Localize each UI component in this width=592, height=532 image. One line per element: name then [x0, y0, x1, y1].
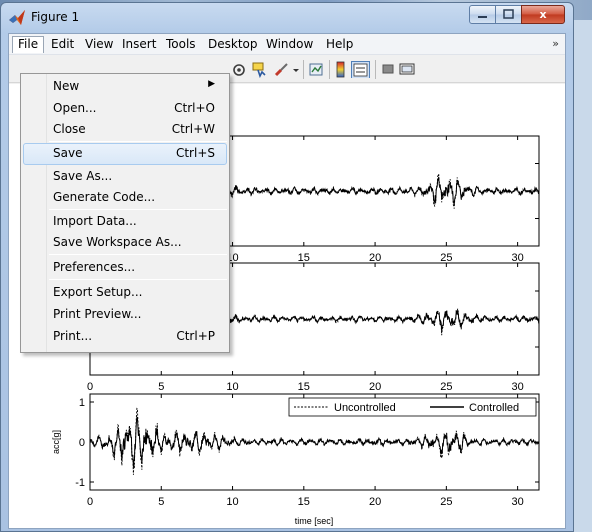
- x-axis-label: time [sec]: [295, 516, 334, 526]
- x-tick-label: 25: [440, 381, 452, 393]
- x-tick-label: 10: [226, 496, 238, 508]
- axes-3-series-controlled-line: [89, 416, 540, 468]
- x-tick-label: 20: [369, 252, 381, 264]
- show-plot-tools-icon[interactable]: [399, 61, 415, 78]
- maximize-icon: [503, 9, 514, 19]
- figure-client-area: File Edit View Insert Tools Desktop Wind…: [8, 33, 566, 529]
- menu-help[interactable]: Help: [326, 37, 354, 51]
- close-icon: x: [539, 8, 547, 21]
- minimize-button[interactable]: [469, 5, 496, 24]
- x-tick-label: 20: [369, 381, 381, 393]
- menu-item-print-preview[interactable]: Print Preview...: [23, 304, 227, 326]
- menu-item-close[interactable]: Close Ctrl+W: [23, 119, 227, 141]
- x-tick-label: 30: [511, 496, 523, 508]
- x-tick-label: 0: [87, 496, 93, 508]
- menu-item-save[interactable]: Save Ctrl+S: [23, 143, 227, 165]
- y-tick-label: 1: [79, 397, 85, 409]
- menu-overflow-chevron-icon[interactable]: »: [552, 37, 559, 50]
- menu-item-label: Export Setup...: [53, 285, 143, 299]
- menu-item-label: Save As...: [53, 169, 113, 183]
- menu-separator: [49, 279, 227, 280]
- menu-window[interactable]: Window: [266, 37, 314, 51]
- menu-item-label: Generate Code...: [53, 190, 156, 204]
- axes-3[interactable]: 0 5 10 15 20 25 30-101 time [sec] acc[g] Uncon…: [51, 393, 540, 526]
- menu-item-save-workspace-as[interactable]: Save Workspace As...: [23, 232, 227, 254]
- x-tick-label: 15: [298, 381, 310, 393]
- minimize-icon: [478, 16, 487, 18]
- menu-view[interactable]: View: [85, 37, 114, 51]
- toolbar-separator: [375, 60, 376, 79]
- x-tick-label: 25: [440, 496, 452, 508]
- menu-separator: [49, 141, 227, 142]
- submenu-arrow-icon: ▶: [208, 79, 215, 89]
- menu-separator: [49, 209, 227, 210]
- link-plot-icon[interactable]: [308, 61, 325, 78]
- menu-item-import-data[interactable]: Import Data...: [23, 211, 227, 233]
- x-tick-label: 15: [298, 252, 310, 264]
- colorbar-icon[interactable]: [334, 61, 348, 78]
- menu-item-label: Import Data...: [53, 214, 137, 228]
- menu-file[interactable]: File: [12, 36, 45, 53]
- menu-icon-gutter: [21, 74, 47, 352]
- menu-item-new[interactable]: New ▶: [23, 76, 227, 98]
- toolbar-separator: [329, 60, 330, 79]
- y-axis-label: acc[g]: [51, 430, 61, 454]
- x-tick-label: 30: [511, 381, 523, 393]
- menu-desktop[interactable]: Desktop: [208, 37, 258, 51]
- y-tick-label: 0: [79, 437, 85, 449]
- hide-plot-tools-icon[interactable]: [381, 61, 395, 78]
- matlab-logo-icon: [9, 10, 25, 25]
- menu-bar: File Edit View Insert Tools Desktop Wind…: [9, 34, 565, 55]
- menu-item-label: Preferences...: [53, 260, 136, 274]
- x-tick-label: 10: [226, 381, 238, 393]
- brush-dropdown-icon[interactable]: [292, 61, 300, 78]
- x-tick-label: 20: [369, 496, 381, 508]
- menu-item-label: Open...: [53, 101, 97, 115]
- menu-insert[interactable]: Insert: [122, 37, 157, 51]
- y-tick-label: -1: [75, 477, 85, 489]
- menu-separator: [49, 254, 227, 255]
- window-title: Figure 1: [31, 10, 80, 24]
- x-tick-label: 30: [511, 252, 523, 264]
- legend-uncontrolled-label: Uncontrolled: [334, 402, 396, 414]
- menu-item-label: Print Preview...: [53, 307, 142, 321]
- legend-icon[interactable]: [351, 61, 370, 78]
- menu-item-label: Close: [53, 122, 86, 136]
- data-cursor-icon[interactable]: [251, 61, 269, 78]
- title-bar[interactable]: Figure 1 x: [1, 3, 573, 33]
- brush-icon[interactable]: [273, 61, 291, 78]
- menu-item-label: Save Workspace As...: [53, 235, 182, 249]
- menu-item-print[interactable]: Print... Ctrl+P: [23, 326, 227, 348]
- legend[interactable]: Uncontrolled Controlled: [288, 397, 537, 417]
- menu-item-shortcut: Ctrl+P: [176, 329, 215, 343]
- menu-item-shortcut: Ctrl+O: [174, 101, 215, 115]
- menu-item-label: Save: [53, 146, 83, 160]
- x-tick-label: 5: [158, 496, 164, 508]
- toolbar-separator: [303, 60, 304, 79]
- menu-item-preferences[interactable]: Preferences...: [23, 257, 227, 279]
- menu-item-shortcut: Ctrl+W: [171, 122, 215, 136]
- legend-controlled-label: Controlled: [469, 402, 519, 414]
- x-tick-label: 25: [440, 252, 452, 264]
- file-menu-dropdown: New ▶ Open... Ctrl+O Close Ctrl+W Save C…: [20, 73, 230, 353]
- menu-edit[interactable]: Edit: [51, 37, 75, 51]
- x-tick-label: 5: [158, 381, 164, 393]
- menu-item-label: New: [53, 79, 80, 93]
- menu-item-generate-code[interactable]: Generate Code...: [23, 187, 227, 209]
- maximize-button[interactable]: [495, 5, 522, 24]
- menu-tools[interactable]: Tools: [166, 37, 196, 51]
- x-tick-label: 15: [298, 496, 310, 508]
- menu-item-shortcut: Ctrl+S: [175, 146, 215, 160]
- close-button[interactable]: x: [521, 5, 565, 24]
- menu-item-open[interactable]: Open... Ctrl+O: [23, 98, 227, 120]
- menu-item-save-as[interactable]: Save As...: [23, 166, 227, 188]
- rotate-3d-icon[interactable]: [231, 61, 247, 78]
- menu-item-label: Print...: [53, 329, 93, 343]
- x-tick-label: 0: [87, 381, 93, 393]
- menu-item-export-setup[interactable]: Export Setup...: [23, 282, 227, 304]
